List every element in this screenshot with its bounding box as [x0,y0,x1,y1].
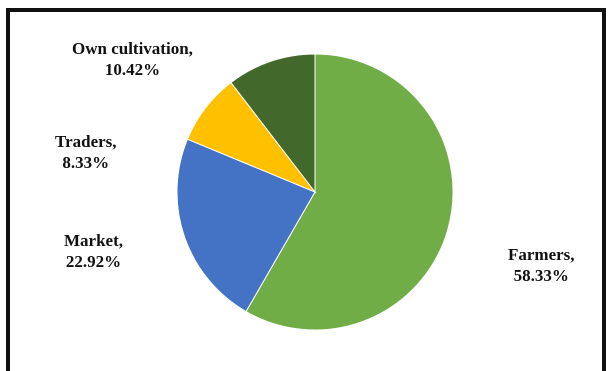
label-market-value: 22.92% [65,252,122,271]
label-farmers-value: 58.33% [513,266,569,285]
label-own-cultivation-value: 10.42% [104,60,161,79]
label-own-cultivation: Own cultivation, 10.42% [72,38,193,80]
label-market: Market, 22.92% [64,230,123,272]
chart-frame [6,8,606,371]
label-traders: Traders, 8.33% [55,131,117,173]
label-traders-name: Traders, [55,132,117,151]
slice-farmers [245,53,454,331]
label-traders-value: 8.33% [62,153,110,172]
slice-own-cultivation [230,53,316,194]
label-farmers: Farmers, 58.33% [508,244,575,286]
label-own-cultivation-name: Own cultivation, [72,39,193,58]
label-farmers-name: Farmers, [508,245,575,264]
slice-market [176,138,316,313]
label-market-name: Market, [64,231,124,250]
